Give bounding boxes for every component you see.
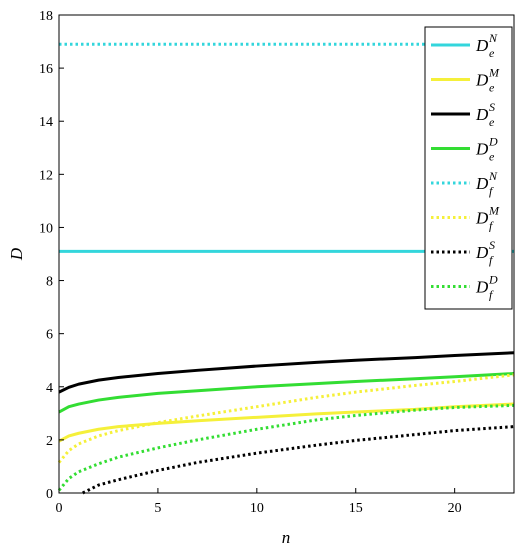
y-tick-label: 2 xyxy=(46,434,53,449)
legend-label-sup: S xyxy=(489,100,495,114)
legend-label: D Df xyxy=(475,273,498,302)
series-line-f-m xyxy=(57,373,515,464)
legend-label-base: D xyxy=(475,140,489,159)
legend-label-sup: D xyxy=(488,273,498,287)
x-tick-label: 0 xyxy=(56,501,63,516)
x-tick-label: 10 xyxy=(250,501,264,516)
legend-label-base: D xyxy=(475,71,489,90)
y-tick-label: 8 xyxy=(46,275,53,290)
legend-label-base: D xyxy=(475,174,489,193)
legend-label-sub: f xyxy=(489,288,494,302)
y-axis-ticks: 0 2 4 6 8 10 12 14 16 18 xyxy=(39,9,64,502)
legend-label-sup: N xyxy=(488,169,498,183)
y-tick-label: 14 xyxy=(39,115,53,130)
y-tick-label: 12 xyxy=(39,168,53,183)
legend-label: D Sf xyxy=(475,238,495,267)
legend-label-sup: S xyxy=(489,238,495,252)
y-tick-label: 18 xyxy=(39,9,53,24)
legend-label-sub: f xyxy=(489,184,494,198)
y-tick-label: 16 xyxy=(39,62,53,77)
legend-label-sup: D xyxy=(488,135,498,149)
legend-box xyxy=(424,26,513,310)
legend-label-sub: f xyxy=(489,219,494,233)
y-tick-label: 0 xyxy=(46,487,53,502)
series-line-e-d xyxy=(58,372,515,414)
y-tick-label: 4 xyxy=(46,381,53,396)
x-tick-label: 20 xyxy=(448,501,462,516)
legend-label: D Se xyxy=(475,100,495,129)
legend-label-sup: M xyxy=(488,204,500,218)
legend-label-sub: e xyxy=(489,115,495,129)
legend-label-sub: e xyxy=(489,81,495,95)
legend-label-base: D xyxy=(475,209,489,228)
legend-label-base: D xyxy=(475,243,489,262)
series-lines xyxy=(57,42,515,495)
x-tick-label: 15 xyxy=(349,501,363,516)
y-tick-label: 6 xyxy=(46,328,53,343)
legend-label-base: D xyxy=(475,36,489,55)
legend-label: D Nf xyxy=(475,169,498,198)
legend-label-sub: e xyxy=(489,46,495,60)
legend-label-base: D xyxy=(475,105,489,124)
legend-label-sub: e xyxy=(489,150,495,164)
legend-label: D De xyxy=(475,135,498,164)
y-axis-label: D xyxy=(7,247,26,261)
legend-label-sup: M xyxy=(488,66,500,80)
legend-label-base: D xyxy=(475,278,489,297)
legend-label: D Me xyxy=(475,66,500,95)
y-tick-label: 10 xyxy=(39,221,53,236)
legend-label-sub: f xyxy=(489,253,494,267)
legend: D NeD MeD SeD DeD NfD MfD SfD Df xyxy=(424,26,513,310)
series-line-e-s xyxy=(58,351,515,394)
plot-frame xyxy=(58,14,515,494)
x-tick-label: 5 xyxy=(154,501,161,516)
legend-label-sup: N xyxy=(488,31,498,45)
legend-label: D Mf xyxy=(475,204,500,233)
series-line-f-d xyxy=(57,403,515,492)
x-axis-label: n xyxy=(282,528,291,547)
x-axis-ticks: 0 5 10 15 20 xyxy=(56,488,462,516)
legend-label: D Ne xyxy=(475,31,498,60)
